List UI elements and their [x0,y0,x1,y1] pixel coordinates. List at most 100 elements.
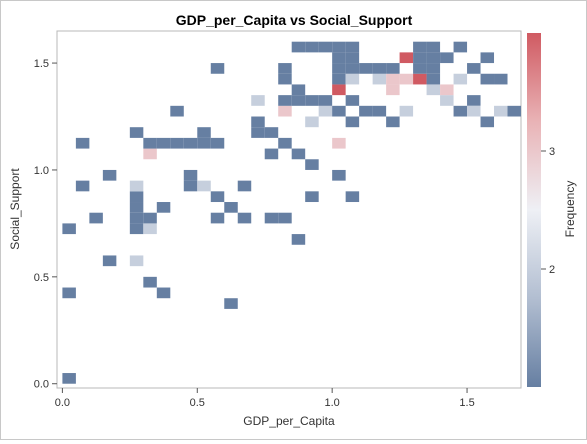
heatmap-bin [291,234,306,245]
heatmap-bin [399,73,414,85]
heatmap-bin [210,63,225,74]
heatmap-bin [62,373,76,384]
heatmap-bin [453,41,468,53]
heatmap-bin [332,73,346,85]
heatmap-bin [386,73,400,85]
heatmap-bin [480,73,495,85]
heatmap-bin [305,116,319,128]
chart-title: GDP_per_Capita vs Social_Support [176,12,413,28]
heatmap-bin [129,127,144,138]
heatmap-bin [210,212,225,224]
heatmap-bin [467,105,481,117]
heatmap-bin [210,137,225,149]
heatmap-bin [507,105,521,117]
heatmap-bin [345,95,360,106]
heatmap-bin [305,191,319,203]
heatmap-bin [494,105,508,117]
heatmap-bin [305,95,319,106]
heatmap-bin [278,137,292,149]
heatmap-bin [305,159,319,170]
heatmap-bin [359,105,373,117]
heatmap-bin [426,84,441,96]
x-tick-label: 1.5 [459,397,474,409]
heatmap-bin [156,202,171,213]
heatmap-bin [345,116,360,128]
heatmap-bin [278,63,292,74]
heatmap-bin [183,137,198,149]
heatmap-bin [372,73,387,85]
x-axis-ticks: 0.0 0.5 1.0 1.5 [55,388,475,409]
heatmap-bin [318,105,333,117]
heatmap-bin [386,84,400,96]
heatmap-bin [197,180,211,192]
heatmap-bin [453,73,468,85]
heatmap-bin [332,169,346,181]
heatmap-bin [440,84,454,96]
heatmap-bin [143,223,157,235]
heatmap-bin [143,276,157,288]
heatmap-bin [345,41,360,53]
heatmap-bin [183,169,198,181]
heatmap-bin [480,116,495,128]
heatmap-bin [156,137,171,149]
heatmap-bin [426,41,441,53]
colorbar-tick-label: 2 [549,264,555,276]
heatmap-bin [467,95,481,106]
colorbar-ticks: 23 [541,146,555,276]
y-tick-label: 0.5 [34,272,49,284]
heatmap-bin [386,116,400,128]
heatmap-bin [413,41,427,53]
heatmap-bin [143,212,157,224]
x-tick-label: 1.0 [325,397,340,409]
heatmap-bin [237,212,252,224]
heatmap-bin [494,73,508,85]
heatmap-bins [62,41,521,384]
heatmap-bin [251,116,265,128]
heatmap-bin [278,105,292,117]
heatmap-bin [251,127,265,138]
colorbar-tick-label: 3 [549,146,555,158]
heatmap-bin [75,180,90,192]
y-tick-label: 1.5 [34,58,49,70]
y-axis-ticks: 0.0 0.5 1.0 1.5 [34,58,57,391]
heatmap-bin [426,52,441,64]
heatmap-bin [129,191,144,203]
heatmap-bin [426,73,441,85]
heatmap-bin [89,212,103,224]
heatmap-bin [332,137,346,149]
heatmap-bin [210,191,225,203]
heatmap-bin [62,287,76,299]
heatmap-bin [345,73,360,85]
heatmap-bin [251,95,265,106]
heatmap-bin [143,137,157,149]
colorbar-label: Frequency [563,181,577,238]
x-axis-label: GDP_per_Capita [243,414,335,428]
heatmap-bin [318,41,333,53]
heatmap-bin [332,52,346,64]
heatmap-bin [399,105,414,117]
heatmap-bin [453,105,468,117]
heatmap-bin [278,73,292,85]
heatmap-bin [413,63,427,74]
heatmap-bin [386,63,400,74]
heatmap-bin [291,84,306,96]
heatmap-bin [264,148,279,160]
heatmap-bin [129,223,144,235]
heatmap-bin [156,287,171,299]
heatmap-bin [291,41,306,53]
heatmap-bin [278,212,292,224]
heatmap-bin [183,180,198,192]
heatmap-bin [129,202,144,213]
heatmap-bin [170,105,184,117]
heatmap-bin [278,95,292,106]
heatmap-bin [332,84,346,96]
heatmap-bin [332,63,346,74]
heatmap-bin [197,127,211,138]
heatmap-bin [413,73,427,85]
heatmap-bin [440,95,454,106]
heatmap-bin [305,41,319,53]
heatmap-bin [143,148,157,160]
heatmap-bin [359,63,373,74]
